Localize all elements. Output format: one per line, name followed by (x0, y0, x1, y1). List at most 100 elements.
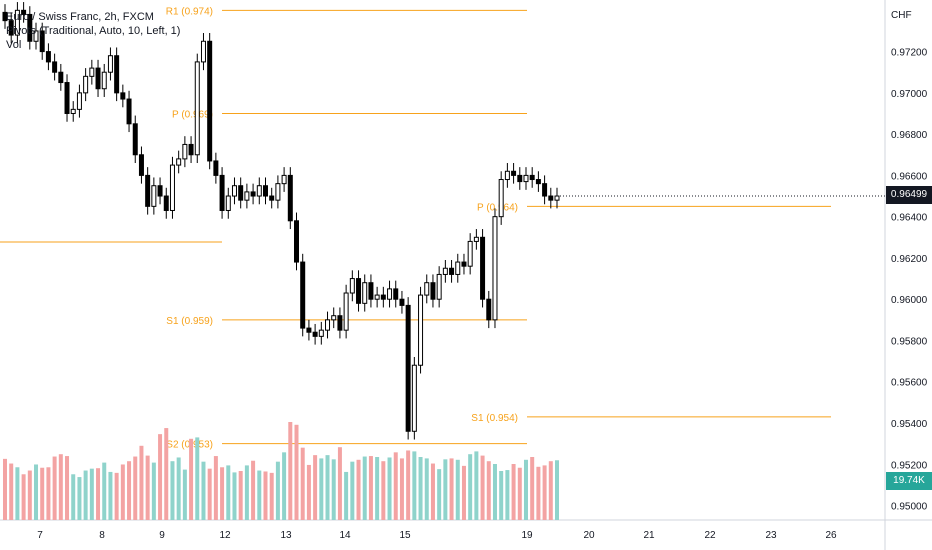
candle-down (294, 220, 300, 263)
candle-down (2, 11, 8, 22)
time-tick-label: 9 (159, 530, 165, 541)
volume-bar (207, 468, 212, 520)
price-tick-label: 0.96200 (891, 254, 928, 265)
volume-bar (406, 450, 411, 520)
candle-up (455, 261, 461, 275)
time-tick-label: 12 (219, 530, 231, 541)
candle-up (200, 40, 206, 63)
time-tick-label: 22 (704, 530, 716, 541)
time-tick-label: 14 (339, 530, 351, 541)
price-tick-label: 0.95200 (891, 460, 928, 471)
volume-bar (213, 456, 218, 520)
candle-down (213, 160, 219, 176)
candle-up (467, 240, 473, 267)
candle-up (362, 282, 368, 304)
candle-up (244, 191, 250, 201)
candle-down (188, 143, 194, 156)
candle-up (107, 55, 113, 73)
candle-down (145, 174, 151, 207)
candle-down (511, 170, 517, 176)
candle-up (387, 288, 393, 300)
candle-down (300, 261, 306, 329)
candle-down (542, 183, 548, 197)
volume-bar (337, 447, 342, 520)
candle-up (424, 282, 430, 296)
candle-up (169, 164, 175, 211)
volume-bar (238, 471, 243, 520)
volume-value-tag: 19.74K (886, 472, 932, 490)
candle-up (70, 108, 76, 114)
volume-bar (536, 466, 541, 520)
price-tick-label: 0.95400 (891, 419, 928, 430)
candle-up (498, 179, 504, 218)
volume-bar (381, 461, 386, 520)
candle-up (318, 329, 324, 337)
volume-bar (89, 468, 94, 520)
volume-bar (430, 463, 435, 520)
volume-bar (492, 464, 497, 520)
volume-bar (201, 461, 206, 520)
volume-bar (319, 458, 324, 520)
candle-down (337, 315, 343, 331)
volume-bar (393, 452, 398, 520)
volume-bar (52, 456, 57, 520)
volume-bar (461, 465, 466, 520)
volume-bar (133, 456, 138, 520)
volume-bar (455, 459, 460, 520)
volume-bar (486, 461, 491, 520)
candle-down (27, 13, 33, 42)
pivot-label: P (0.969) (172, 109, 213, 120)
time-tick-label: 15 (399, 530, 411, 541)
candle-up (331, 315, 337, 321)
price-tick-label: 0.97200 (891, 48, 928, 59)
candle-down (21, 9, 27, 15)
candle-down (380, 294, 386, 300)
chart-legend: Euro / Swiss Franc, 2h, FXCM Pivots (Tra… (6, 10, 180, 52)
volume-bar (368, 456, 373, 520)
candle-up (151, 185, 157, 207)
volume-bar (313, 455, 318, 520)
volume-bar (517, 467, 522, 520)
pivot-label: P (0.964) (477, 202, 518, 213)
volume-bar (164, 428, 169, 520)
time-tick-label: 19 (521, 530, 533, 541)
volume-bar (120, 464, 125, 520)
volume-bar (220, 467, 225, 520)
candle-down (262, 185, 268, 197)
candle-down (306, 327, 312, 333)
volume-bar (158, 434, 163, 520)
volume-bar (275, 461, 280, 520)
volume-bar (474, 451, 479, 520)
time-tick-label: 7 (37, 530, 43, 541)
candle-down (8, 20, 14, 36)
candle-up (374, 294, 380, 300)
legend-pivots: Pivots (Traditional, Auto, 10, Left, 1) (6, 25, 181, 37)
volume-bar (3, 458, 7, 520)
last-price-tag: 0.96499 (886, 186, 932, 204)
volume-bar (288, 422, 293, 520)
candle-down (250, 191, 256, 197)
candle-down (64, 82, 70, 114)
volume-bar (189, 438, 194, 520)
volume-bar (145, 455, 150, 520)
candle-down (461, 261, 467, 267)
volume-bar (170, 461, 175, 520)
legend-symbol: Euro / Swiss Franc, 2h, FXCM (6, 11, 154, 23)
price-tick-label: 0.96000 (891, 295, 928, 306)
candle-up (473, 236, 479, 242)
price-tick-label: 0.95800 (891, 336, 928, 347)
candle-up (275, 183, 281, 201)
candle-up (256, 185, 262, 197)
volume-bar (139, 445, 144, 520)
volume-bar (356, 459, 361, 520)
candle-down (535, 179, 541, 185)
volume-bar (282, 452, 287, 520)
volume-bar (195, 437, 200, 520)
price-axis-currency: CHF (891, 10, 912, 21)
candle-down (132, 123, 138, 156)
volume-bar (424, 458, 429, 520)
candle-down (356, 278, 362, 304)
volume-bar (182, 469, 187, 520)
candle-down (529, 174, 535, 181)
